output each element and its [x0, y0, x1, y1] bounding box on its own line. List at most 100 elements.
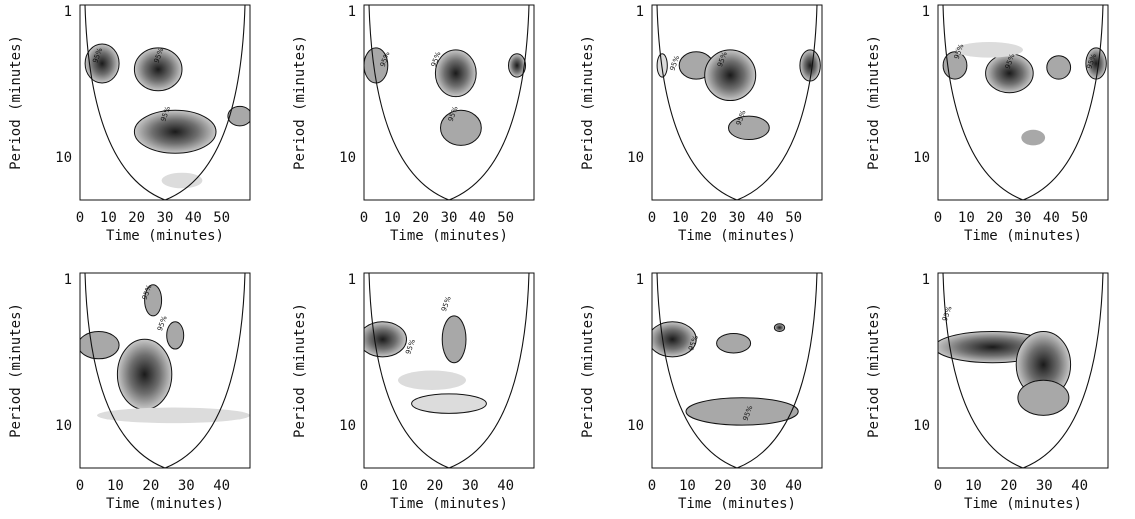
x-axis-title: Time (minutes)	[390, 228, 508, 244]
power-blob	[398, 370, 466, 390]
x-tick-label: 30	[441, 210, 458, 226]
x-tick-label: 20	[986, 210, 1003, 226]
x-tick-label: 30	[178, 478, 195, 494]
power-blob	[441, 315, 467, 364]
significance-label: 95%	[941, 305, 954, 323]
power-contours	[652, 273, 818, 468]
plot-frame	[651, 4, 823, 201]
power-contours	[80, 273, 250, 468]
x-axis-title: Time (minutes)	[678, 228, 796, 244]
power-blob	[434, 49, 477, 98]
power-blob	[84, 43, 120, 84]
power-blob	[227, 105, 250, 127]
plot-frame	[937, 4, 1109, 201]
x-tick-label: 0	[648, 478, 656, 494]
power-blob	[144, 284, 163, 317]
x-axis-title: Time (minutes)	[106, 496, 224, 512]
power-blob	[716, 332, 752, 354]
power-blob	[161, 172, 203, 189]
x-tick-label: 30	[750, 478, 767, 494]
cone-of-influence	[656, 5, 818, 200]
x-tick-label: 40	[469, 210, 486, 226]
power-contours	[938, 273, 1104, 468]
x-tick-label: 0	[76, 478, 84, 494]
plot-frame	[79, 272, 251, 469]
x-tick-label: 0	[360, 210, 368, 226]
y-tick-label: 10	[55, 150, 72, 166]
y-tick-label: 1	[922, 4, 930, 20]
power-contours	[84, 5, 250, 200]
power-blob	[133, 109, 217, 154]
x-tick-label: 40	[1071, 478, 1088, 494]
y-tick-label: 1	[348, 272, 356, 288]
cone-of-influence	[84, 5, 246, 200]
power-blob	[1046, 55, 1072, 80]
cone-of-influence	[368, 5, 530, 200]
y-tick-label: 1	[64, 272, 72, 288]
power-blob	[440, 109, 482, 146]
x-axis-title: Time (minutes)	[390, 496, 508, 512]
plot-frame	[651, 272, 823, 469]
plot-frame	[937, 272, 1109, 469]
x-tick-label: 30	[462, 478, 479, 494]
x-tick-label: 30	[157, 210, 174, 226]
x-tick-label: 0	[648, 210, 656, 226]
x-axis-title: Time (minutes)	[678, 496, 796, 512]
power-blob	[364, 47, 389, 84]
y-tick-label: 10	[55, 418, 72, 434]
cone-of-influence	[942, 273, 1104, 468]
x-tick-label: 20	[1000, 478, 1017, 494]
cone-of-influence	[656, 273, 818, 468]
y-tick-label: 1	[636, 272, 644, 288]
y-tick-label: 10	[627, 150, 644, 166]
cone-of-influence	[942, 5, 1104, 200]
y-tick-label: 10	[913, 150, 930, 166]
significance-label: 95%	[440, 295, 453, 313]
x-tick-label: 0	[934, 210, 942, 226]
power-contours	[656, 5, 821, 200]
y-tick-label: 10	[339, 418, 356, 434]
plot-frame	[363, 4, 535, 201]
y-axis-title: Period (minutes)	[8, 35, 24, 170]
plot-frame	[79, 4, 251, 201]
x-tick-label: 30	[1015, 210, 1032, 226]
y-tick-label: 1	[922, 272, 930, 288]
x-axis-title: Time (minutes)	[964, 496, 1082, 512]
power-blob	[116, 338, 173, 410]
x-tick-label: 40	[757, 210, 774, 226]
x-tick-label: 10	[679, 478, 696, 494]
power-blob	[1021, 129, 1046, 146]
cone-of-influence	[84, 273, 246, 468]
power-blob	[704, 49, 757, 102]
x-tick-label: 20	[142, 478, 159, 494]
x-tick-label: 40	[213, 478, 230, 494]
x-tick-label: 50	[213, 210, 230, 226]
x-tick-label: 20	[700, 210, 717, 226]
power-contours	[364, 273, 530, 468]
x-tick-label: 0	[360, 478, 368, 494]
x-tick-label: 30	[1036, 478, 1053, 494]
x-tick-label: 30	[729, 210, 746, 226]
x-axis-title: Time (minutes)	[964, 228, 1082, 244]
y-axis-title: Period (minutes)	[866, 303, 882, 438]
y-tick-label: 1	[636, 4, 644, 20]
power-blob	[773, 323, 786, 333]
x-tick-label: 10	[107, 478, 124, 494]
x-tick-label: 10	[672, 210, 689, 226]
power-blob	[508, 53, 526, 78]
power-blob	[728, 115, 770, 141]
power-blob	[166, 321, 185, 350]
power-blob	[652, 321, 697, 358]
x-tick-label: 50	[497, 210, 514, 226]
x-tick-label: 20	[412, 210, 429, 226]
wavelet-panel-8: 95% 1 10 0 10 20 30 40 Time (minutes) Period (min…	[866, 272, 1109, 512]
power-blob	[133, 47, 183, 92]
power-contours	[942, 5, 1107, 200]
